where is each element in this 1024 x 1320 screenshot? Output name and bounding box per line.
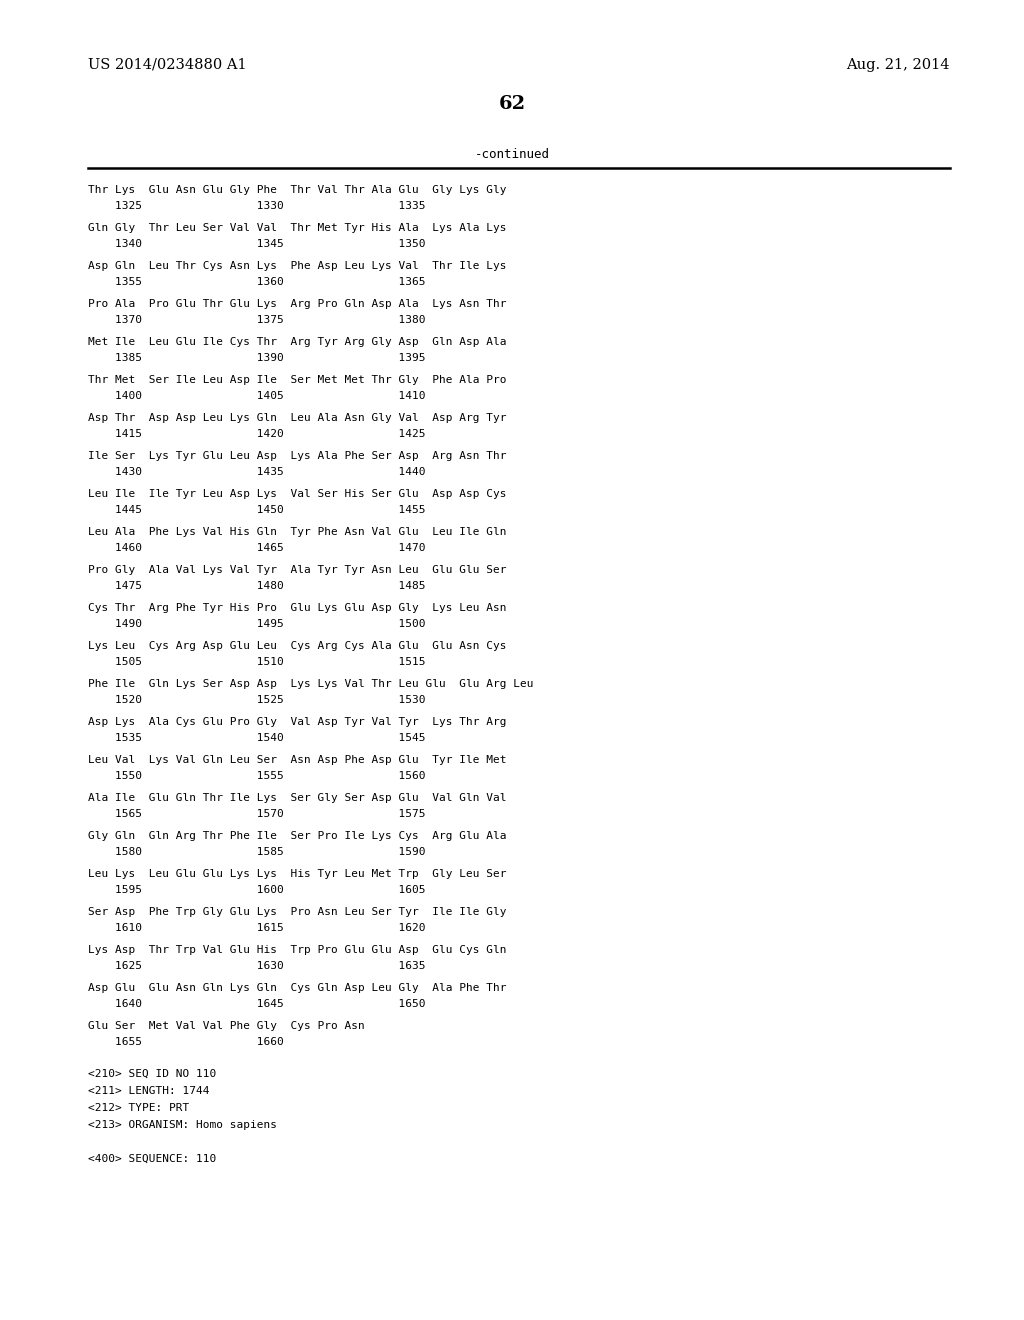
Text: 1400                 1405                 1410: 1400 1405 1410: [88, 391, 426, 401]
Text: Phe Ile  Gln Lys Ser Asp Asp  Lys Lys Val Thr Leu Glu  Glu Arg Leu: Phe Ile Gln Lys Ser Asp Asp Lys Lys Val …: [88, 678, 534, 689]
Text: 1595                 1600                 1605: 1595 1600 1605: [88, 884, 426, 895]
Text: 1565                 1570                 1575: 1565 1570 1575: [88, 809, 426, 818]
Text: Glu Ser  Met Val Val Phe Gly  Cys Pro Asn: Glu Ser Met Val Val Phe Gly Cys Pro Asn: [88, 1020, 365, 1031]
Text: 1505                 1510                 1515: 1505 1510 1515: [88, 657, 426, 667]
Text: 1370                 1375                 1380: 1370 1375 1380: [88, 315, 426, 325]
Text: 1625                 1630                 1635: 1625 1630 1635: [88, 961, 426, 972]
Text: Leu Ile  Ile Tyr Leu Asp Lys  Val Ser His Ser Glu  Asp Asp Cys: Leu Ile Ile Tyr Leu Asp Lys Val Ser His …: [88, 488, 507, 499]
Text: Ser Asp  Phe Trp Gly Glu Lys  Pro Asn Leu Ser Tyr  Ile Ile Gly: Ser Asp Phe Trp Gly Glu Lys Pro Asn Leu …: [88, 907, 507, 917]
Text: Thr Met  Ser Ile Leu Asp Ile  Ser Met Met Thr Gly  Phe Ala Pro: Thr Met Ser Ile Leu Asp Ile Ser Met Met …: [88, 375, 507, 385]
Text: <210> SEQ ID NO 110: <210> SEQ ID NO 110: [88, 1069, 216, 1078]
Text: Lys Leu  Cys Arg Asp Glu Leu  Cys Arg Cys Ala Glu  Glu Asn Cys: Lys Leu Cys Arg Asp Glu Leu Cys Arg Cys …: [88, 642, 507, 651]
Text: US 2014/0234880 A1: US 2014/0234880 A1: [88, 58, 247, 73]
Text: Pro Ala  Pro Glu Thr Glu Lys  Arg Pro Gln Asp Ala  Lys Asn Thr: Pro Ala Pro Glu Thr Glu Lys Arg Pro Gln …: [88, 300, 507, 309]
Text: 1655                 1660: 1655 1660: [88, 1038, 284, 1047]
Text: 1415                 1420                 1425: 1415 1420 1425: [88, 429, 426, 440]
Text: <211> LENGTH: 1744: <211> LENGTH: 1744: [88, 1086, 210, 1096]
Text: Asp Glu  Glu Asn Gln Lys Gln  Cys Gln Asp Leu Gly  Ala Phe Thr: Asp Glu Glu Asn Gln Lys Gln Cys Gln Asp …: [88, 983, 507, 993]
Text: Leu Lys  Leu Glu Glu Lys Lys  His Tyr Leu Met Trp  Gly Leu Ser: Leu Lys Leu Glu Glu Lys Lys His Tyr Leu …: [88, 869, 507, 879]
Text: 1535                 1540                 1545: 1535 1540 1545: [88, 733, 426, 743]
Text: 1640                 1645                 1650: 1640 1645 1650: [88, 999, 426, 1008]
Text: Lys Asp  Thr Trp Val Glu His  Trp Pro Glu Glu Asp  Glu Cys Gln: Lys Asp Thr Trp Val Glu His Trp Pro Glu …: [88, 945, 507, 954]
Text: Gln Gly  Thr Leu Ser Val Val  Thr Met Tyr His Ala  Lys Ala Lys: Gln Gly Thr Leu Ser Val Val Thr Met Tyr …: [88, 223, 507, 234]
Text: Gly Gln  Gln Arg Thr Phe Ile  Ser Pro Ile Lys Cys  Arg Glu Ala: Gly Gln Gln Arg Thr Phe Ile Ser Pro Ile …: [88, 832, 507, 841]
Text: 1475                 1480                 1485: 1475 1480 1485: [88, 581, 426, 591]
Text: Asp Lys  Ala Cys Glu Pro Gly  Val Asp Tyr Val Tyr  Lys Thr Arg: Asp Lys Ala Cys Glu Pro Gly Val Asp Tyr …: [88, 717, 507, 727]
Text: Met Ile  Leu Glu Ile Cys Thr  Arg Tyr Arg Gly Asp  Gln Asp Ala: Met Ile Leu Glu Ile Cys Thr Arg Tyr Arg …: [88, 337, 507, 347]
Text: 1340                 1345                 1350: 1340 1345 1350: [88, 239, 426, 249]
Text: 1430                 1435                 1440: 1430 1435 1440: [88, 467, 426, 477]
Text: <213> ORGANISM: Homo sapiens: <213> ORGANISM: Homo sapiens: [88, 1119, 278, 1130]
Text: 1490                 1495                 1500: 1490 1495 1500: [88, 619, 426, 630]
Text: Asp Gln  Leu Thr Cys Asn Lys  Phe Asp Leu Lys Val  Thr Ile Lys: Asp Gln Leu Thr Cys Asn Lys Phe Asp Leu …: [88, 261, 507, 271]
Text: Ile Ser  Lys Tyr Glu Leu Asp  Lys Ala Phe Ser Asp  Arg Asn Thr: Ile Ser Lys Tyr Glu Leu Asp Lys Ala Phe …: [88, 451, 507, 461]
Text: Aug. 21, 2014: Aug. 21, 2014: [847, 58, 950, 73]
Text: 62: 62: [499, 95, 525, 114]
Text: Cys Thr  Arg Phe Tyr His Pro  Glu Lys Glu Asp Gly  Lys Leu Asn: Cys Thr Arg Phe Tyr His Pro Glu Lys Glu …: [88, 603, 507, 612]
Text: Leu Ala  Phe Lys Val His Gln  Tyr Phe Asn Val Glu  Leu Ile Gln: Leu Ala Phe Lys Val His Gln Tyr Phe Asn …: [88, 527, 507, 537]
Text: 1580                 1585                 1590: 1580 1585 1590: [88, 847, 426, 857]
Text: Asp Thr  Asp Asp Leu Lys Gln  Leu Ala Asn Gly Val  Asp Arg Tyr: Asp Thr Asp Asp Leu Lys Gln Leu Ala Asn …: [88, 413, 507, 422]
Text: <400> SEQUENCE: 110: <400> SEQUENCE: 110: [88, 1154, 216, 1164]
Text: 1610                 1615                 1620: 1610 1615 1620: [88, 923, 426, 933]
Text: 1355                 1360                 1365: 1355 1360 1365: [88, 277, 426, 286]
Text: Pro Gly  Ala Val Lys Val Tyr  Ala Tyr Tyr Asn Leu  Glu Glu Ser: Pro Gly Ala Val Lys Val Tyr Ala Tyr Tyr …: [88, 565, 507, 576]
Text: Ala Ile  Glu Gln Thr Ile Lys  Ser Gly Ser Asp Glu  Val Gln Val: Ala Ile Glu Gln Thr Ile Lys Ser Gly Ser …: [88, 793, 507, 803]
Text: 1385                 1390                 1395: 1385 1390 1395: [88, 352, 426, 363]
Text: 1325                 1330                 1335: 1325 1330 1335: [88, 201, 426, 211]
Text: Thr Lys  Glu Asn Glu Gly Phe  Thr Val Thr Ala Glu  Gly Lys Gly: Thr Lys Glu Asn Glu Gly Phe Thr Val Thr …: [88, 185, 507, 195]
Text: 1460                 1465                 1470: 1460 1465 1470: [88, 543, 426, 553]
Text: 1445                 1450                 1455: 1445 1450 1455: [88, 506, 426, 515]
Text: 1520                 1525                 1530: 1520 1525 1530: [88, 696, 426, 705]
Text: -continued: -continued: [474, 148, 550, 161]
Text: <212> TYPE: PRT: <212> TYPE: PRT: [88, 1104, 189, 1113]
Text: Leu Val  Lys Val Gln Leu Ser  Asn Asp Phe Asp Glu  Tyr Ile Met: Leu Val Lys Val Gln Leu Ser Asn Asp Phe …: [88, 755, 507, 766]
Text: 1550                 1555                 1560: 1550 1555 1560: [88, 771, 426, 781]
